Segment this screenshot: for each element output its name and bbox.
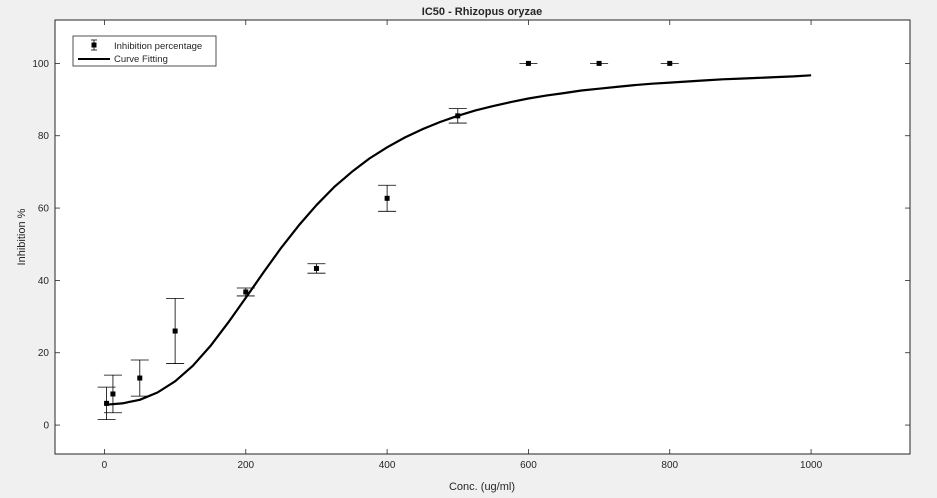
axes-box bbox=[54, 19, 911, 455]
x-tick-label: 200 bbox=[237, 460, 254, 471]
x-tick-label: 400 bbox=[379, 460, 396, 471]
data-point-marker bbox=[243, 289, 249, 295]
y-tick-label: 60 bbox=[38, 204, 50, 215]
data-point-marker bbox=[110, 391, 116, 397]
data-point-marker bbox=[384, 195, 390, 201]
data-point bbox=[166, 298, 185, 364]
y-tick-label: 100 bbox=[32, 59, 49, 70]
data-point-marker bbox=[667, 60, 673, 66]
legend-entry-inhibition: Inhibition percentage bbox=[114, 41, 202, 52]
data-point-marker bbox=[313, 265, 319, 271]
y-tick-label: 0 bbox=[43, 421, 49, 432]
data-point-marker bbox=[137, 375, 143, 381]
data-point bbox=[236, 287, 255, 297]
y-tick-label: 20 bbox=[38, 348, 50, 359]
legend: Inhibition percentage Curve Fitting bbox=[72, 35, 217, 67]
data-point bbox=[448, 108, 467, 124]
data-point-marker bbox=[455, 113, 461, 119]
chart-title: IC50 - Rhizopus oryzae bbox=[422, 6, 542, 18]
plot-area bbox=[55, 20, 910, 454]
y-tick-label: 80 bbox=[38, 131, 50, 142]
data-point bbox=[660, 60, 679, 66]
x-tick-label: 0 bbox=[102, 460, 108, 471]
data-point-marker bbox=[525, 60, 531, 66]
y-tick-label: 40 bbox=[38, 276, 50, 287]
data-point bbox=[378, 184, 397, 212]
legend-entry-curve: Curve Fitting bbox=[114, 54, 168, 65]
x-axis-label: Conc. (ug/ml) bbox=[449, 481, 515, 493]
data-point bbox=[307, 263, 326, 274]
data-point bbox=[590, 60, 609, 66]
data-point-marker bbox=[172, 328, 178, 334]
y-axis-label: Inhibition % bbox=[16, 208, 28, 265]
data-point bbox=[103, 374, 122, 414]
legend-square-marker-icon bbox=[91, 42, 97, 48]
data-point bbox=[130, 359, 149, 397]
data-point-marker bbox=[596, 60, 602, 66]
data-point bbox=[519, 60, 538, 66]
data-point-marker bbox=[104, 400, 110, 406]
x-tick-label: 800 bbox=[661, 460, 678, 471]
x-tick-label: 1000 bbox=[800, 460, 823, 471]
x-tick-label: 600 bbox=[520, 460, 537, 471]
legend-box bbox=[72, 35, 217, 67]
